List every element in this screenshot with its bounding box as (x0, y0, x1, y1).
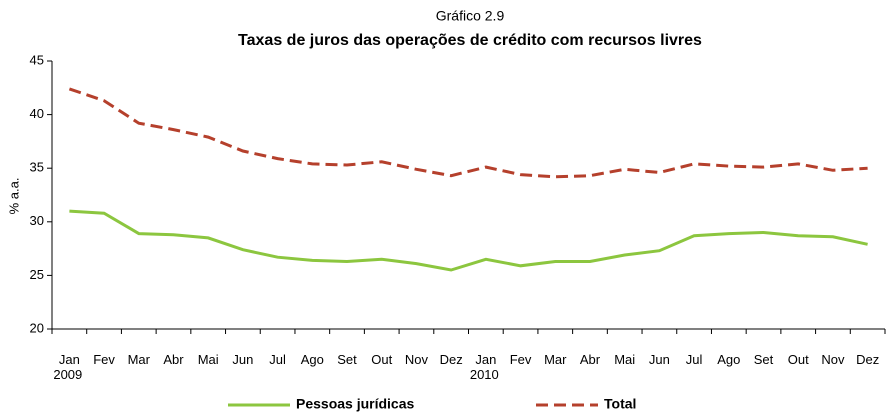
x-tick-label: Abr (580, 352, 601, 367)
x-tick-label: Nov (821, 352, 845, 367)
x-tick-label: Mai (198, 352, 219, 367)
x-tick-label: Mar (128, 352, 151, 367)
legend-label: Total (604, 396, 636, 412)
x-tick-label: Mar (544, 352, 567, 367)
chart-supertitle: Gráfico 2.9 (436, 8, 505, 24)
y-tick-label: 25 (30, 267, 44, 282)
x-tick-label: Ago (717, 352, 740, 367)
x-tick-label: Jun (232, 352, 253, 367)
x-tick-label: Jan 2009 (53, 352, 82, 382)
x-tick-label: Out (788, 352, 809, 367)
series-line (69, 209, 868, 272)
x-tick-label: Dez (440, 352, 463, 367)
x-tick-label: Abr (163, 352, 184, 367)
y-tick-label: 20 (30, 320, 44, 335)
x-tick-label: Jul (269, 352, 286, 367)
x-tick-label: Set (754, 352, 774, 367)
x-tick-label: Fev (93, 352, 115, 367)
x-tick-label: Mai (614, 352, 635, 367)
series-line (68, 87, 868, 179)
x-tick-label: Jan 2010 (470, 352, 499, 382)
x-tick-label: Jun (649, 352, 670, 367)
y-tick-label: 35 (30, 160, 44, 175)
x-tick-label: Ago (301, 352, 324, 367)
y-tick-label: 40 (30, 106, 44, 121)
x-tick-label: Set (337, 352, 357, 367)
x-tick-label: Out (371, 352, 392, 367)
x-tick-label: Nov (405, 352, 429, 367)
chart-title: Taxas de juros das operações de crédito … (238, 32, 702, 49)
x-tick-label: Dez (856, 352, 879, 367)
y-tick-label: 45 (30, 52, 44, 67)
x-tick-label: Fev (510, 352, 532, 367)
legend-label: Pessoas jurídicas (296, 396, 415, 412)
y-axis-label: % a.a. (6, 178, 21, 215)
x-tick-label: Jul (686, 352, 703, 367)
y-tick-label: 30 (30, 213, 44, 228)
